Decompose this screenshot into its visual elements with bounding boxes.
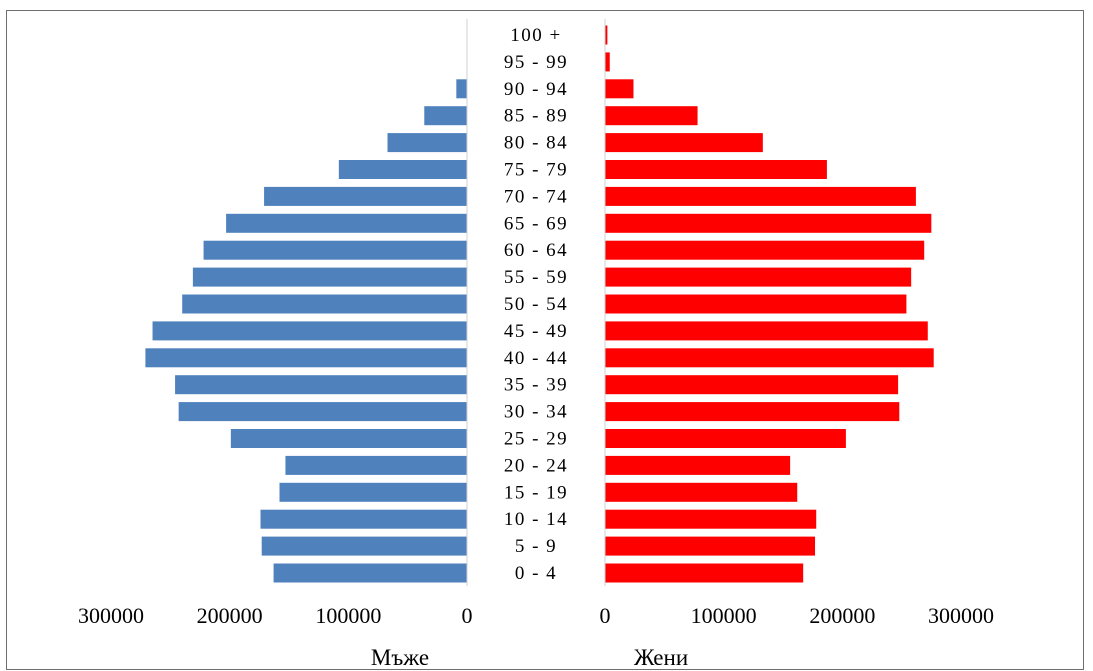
age-label: 70 - 74 bbox=[504, 186, 568, 207]
female-bar-55-59 bbox=[605, 267, 912, 287]
age-label: 50 - 54 bbox=[504, 294, 568, 315]
age-label: 35 - 39 bbox=[504, 375, 568, 396]
population-pyramid-chart: 0 - 4 5 - 9 10 - 14 15 - 19 20 - 24 25 - 29 30… bbox=[78, 19, 994, 670]
age-label: 60 - 64 bbox=[504, 240, 568, 261]
female-bar-10-14 bbox=[605, 509, 817, 529]
female-bar-40-44 bbox=[605, 348, 934, 368]
chart-frame: 0 - 4 5 - 9 10 - 14 15 - 19 20 - 24 25 - 29 30… bbox=[6, 10, 1084, 670]
female-bar-75-79 bbox=[605, 160, 827, 179]
age-label: 0 - 4 bbox=[515, 563, 557, 584]
age-label: 90 - 94 bbox=[504, 79, 568, 100]
male-bar-10-14 bbox=[260, 509, 467, 529]
female-bars bbox=[605, 25, 934, 583]
male-bar-60-64 bbox=[203, 240, 467, 260]
male-bar-80-84 bbox=[387, 133, 467, 153]
male-bar-35-39 bbox=[175, 375, 467, 395]
female-tick-label: 300000 bbox=[928, 603, 994, 628]
male-tick-label: 100000 bbox=[315, 603, 381, 628]
female-bar-50-54 bbox=[605, 294, 907, 314]
male-bar-50-54 bbox=[182, 294, 467, 314]
male-bar-25-29 bbox=[230, 429, 467, 448]
axis-tick-labels: 300000 200000 100000 0 0 100000 200000 300000 bbox=[78, 603, 994, 628]
male-axis-title: Мъже bbox=[371, 645, 429, 670]
age-label: 65 - 69 bbox=[504, 213, 568, 234]
female-bar-20-24 bbox=[605, 455, 791, 475]
age-label: 40 - 44 bbox=[504, 348, 568, 369]
female-bar-90-94 bbox=[605, 79, 634, 99]
male-bar-5-9 bbox=[261, 536, 467, 556]
age-label: 10 - 14 bbox=[504, 509, 568, 530]
female-bar-30-34 bbox=[605, 402, 900, 422]
age-label: 30 - 34 bbox=[504, 402, 568, 423]
age-label: 85 - 89 bbox=[504, 106, 568, 127]
male-bar-55-59 bbox=[192, 267, 467, 287]
female-bar-25-29 bbox=[605, 429, 846, 448]
female-bar-5-9 bbox=[605, 536, 816, 556]
male-bar-0-4 bbox=[273, 563, 467, 583]
male-tick-label: 300000 bbox=[78, 603, 144, 628]
male-bar-15-19 bbox=[279, 482, 467, 502]
male-bar-20-24 bbox=[285, 455, 467, 475]
age-label: 45 - 49 bbox=[504, 321, 568, 342]
female-axis-title: Жени bbox=[634, 645, 688, 670]
age-label: 80 - 84 bbox=[504, 133, 568, 154]
female-tick-label: 0 bbox=[600, 603, 611, 628]
female-bar-60-64 bbox=[605, 240, 925, 260]
age-label: 20 - 24 bbox=[504, 455, 568, 476]
female-bar-95-99 bbox=[605, 52, 610, 72]
male-bar-90-94 bbox=[456, 79, 467, 99]
male-tick-label: 0 bbox=[462, 603, 473, 628]
male-bar-45-49 bbox=[152, 321, 468, 341]
female-bar-15-19 bbox=[605, 482, 798, 502]
female-bar-0-4 bbox=[605, 563, 804, 583]
female-bar-35-39 bbox=[605, 375, 899, 395]
male-bar-65-69 bbox=[226, 213, 467, 233]
male-bar-85-89 bbox=[424, 106, 467, 126]
female-bar-45-49 bbox=[605, 321, 928, 341]
age-label: 55 - 59 bbox=[504, 267, 568, 288]
age-label: 25 - 29 bbox=[504, 429, 568, 450]
female-tick-label: 100000 bbox=[691, 603, 757, 628]
male-bar-40-44 bbox=[145, 348, 467, 368]
age-label: 100 + bbox=[510, 25, 561, 46]
age-label: 15 - 19 bbox=[504, 482, 568, 503]
male-bars bbox=[145, 79, 468, 583]
female-bar-65-69 bbox=[605, 213, 932, 233]
male-bar-70-74 bbox=[264, 186, 467, 206]
female-bar-85-89 bbox=[605, 106, 698, 126]
female-bar-70-74 bbox=[605, 186, 916, 206]
female-bar-100+ bbox=[605, 25, 608, 45]
male-tick-label: 200000 bbox=[197, 603, 263, 628]
male-bar-75-79 bbox=[338, 160, 467, 179]
male-bar-30-34 bbox=[178, 402, 467, 422]
age-label: 95 - 99 bbox=[504, 52, 568, 73]
age-label: 75 - 79 bbox=[504, 160, 568, 181]
age-label: 5 - 9 bbox=[515, 536, 557, 557]
female-tick-label: 200000 bbox=[809, 603, 875, 628]
female-bar-80-84 bbox=[605, 133, 763, 153]
age-group-labels: 0 - 4 5 - 9 10 - 14 15 - 19 20 - 24 25 - 29 30… bbox=[504, 25, 568, 584]
